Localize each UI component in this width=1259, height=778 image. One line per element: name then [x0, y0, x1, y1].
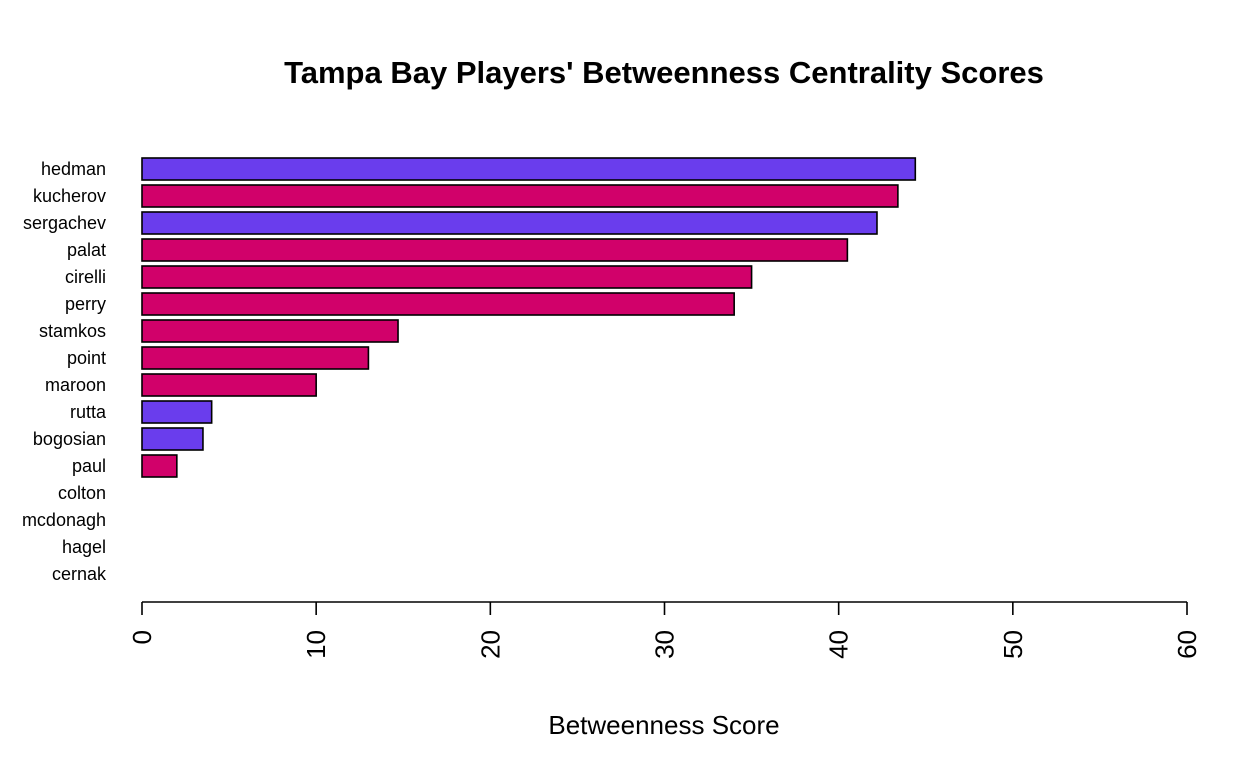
bar-rutta	[141, 400, 213, 424]
bar-perry	[141, 292, 735, 316]
category-label-colton: colton	[58, 483, 106, 503]
bars-group	[141, 157, 917, 478]
category-label-stamkos: stamkos	[39, 321, 106, 341]
chart-title: Tampa Bay Players' Betweenness Centralit…	[284, 55, 1044, 90]
x-tick-label-30: 30	[650, 630, 680, 659]
category-label-palat: palat	[67, 240, 106, 260]
bar-sergachev	[141, 211, 878, 235]
bar-bogosian	[141, 427, 204, 451]
x-tick-label-20: 20	[475, 630, 505, 659]
bar-cirelli	[141, 265, 753, 289]
bar-paul	[141, 454, 178, 478]
bar-palat	[141, 238, 849, 262]
bar-point	[141, 346, 370, 370]
bar-stamkos	[141, 319, 399, 343]
category-labels-group: hedman kucherov sergachev palat cirelli perry…	[22, 159, 107, 584]
category-label-cernak: cernak	[52, 564, 107, 584]
x-tick-label-0: 0	[127, 630, 157, 644]
category-label-rutta: rutta	[70, 402, 107, 422]
category-label-sergachev: sergachev	[23, 213, 106, 233]
category-label-paul: paul	[72, 456, 106, 476]
category-label-cirelli: cirelli	[65, 267, 106, 287]
category-label-mcdonagh: mcdonagh	[22, 510, 106, 530]
category-label-point: point	[67, 348, 106, 368]
category-label-perry: perry	[65, 294, 106, 314]
x-tick-label-50: 50	[998, 630, 1028, 659]
bar-kucherov	[141, 184, 899, 208]
category-label-maroon: maroon	[45, 375, 106, 395]
bar-maroon	[141, 373, 317, 397]
x-axis: 0 10 20 30 40 50 60	[127, 601, 1202, 659]
bar-hedman	[141, 157, 917, 181]
x-axis-label: Betweenness Score	[548, 710, 779, 740]
x-tick-label-40: 40	[824, 630, 854, 659]
x-tick-label-10: 10	[301, 630, 331, 659]
category-label-bogosian: bogosian	[33, 429, 106, 449]
x-tick-label-60: 60	[1172, 630, 1202, 659]
category-label-hagel: hagel	[62, 537, 106, 557]
category-label-hedman: hedman	[41, 159, 106, 179]
category-label-kucherov: kucherov	[33, 186, 106, 206]
